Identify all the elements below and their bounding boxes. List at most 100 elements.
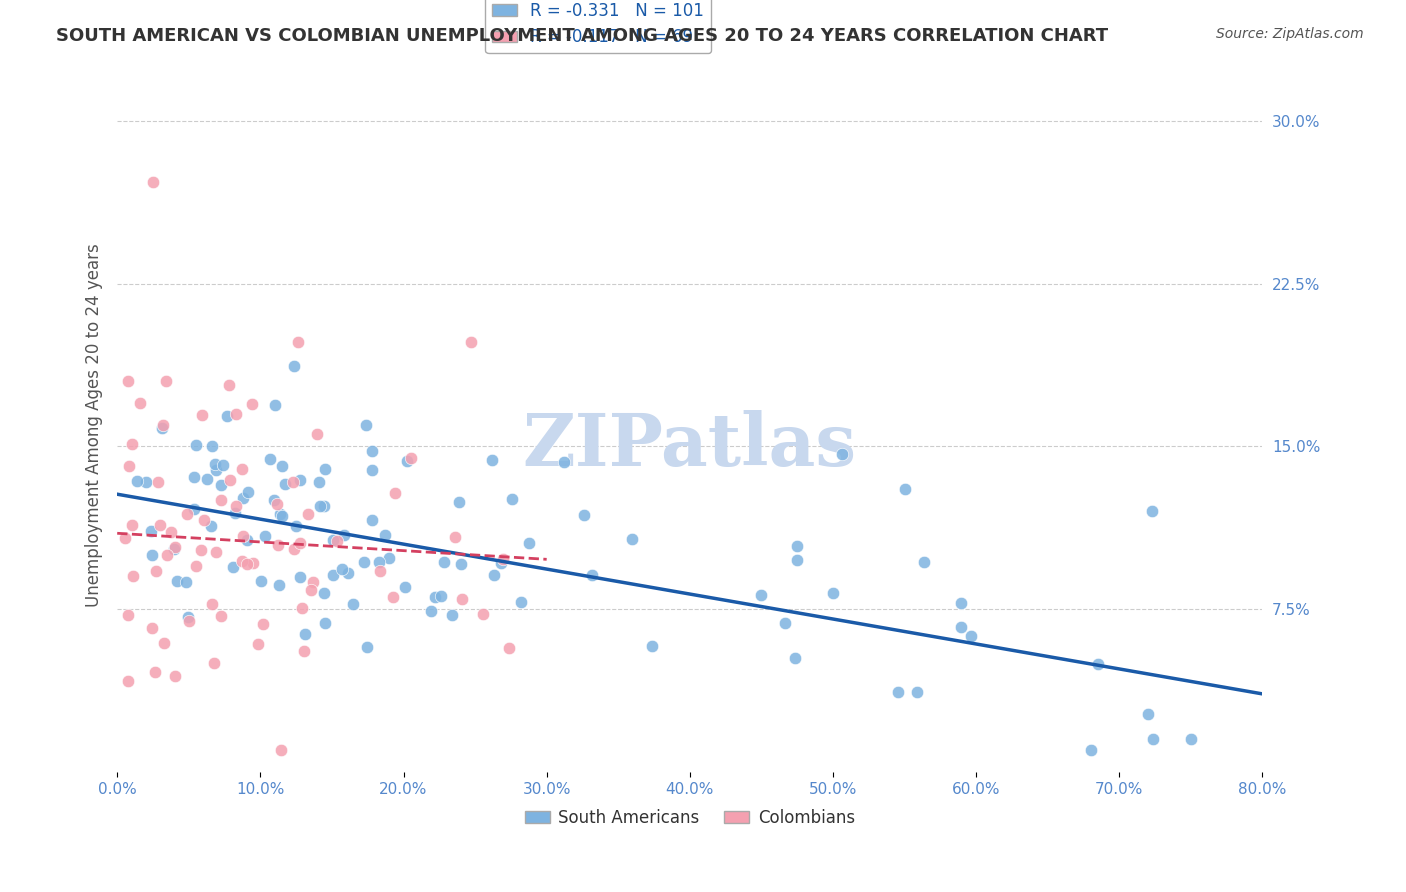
Point bbox=[146, 475, 169, 489]
Point bbox=[117, 375, 139, 389]
Point bbox=[312, 586, 335, 600]
Point bbox=[433, 555, 456, 569]
Point bbox=[271, 459, 294, 474]
Point bbox=[399, 451, 422, 466]
Point bbox=[267, 538, 290, 552]
Point bbox=[501, 491, 523, 506]
Point bbox=[159, 524, 181, 539]
Point bbox=[751, 588, 773, 602]
Point bbox=[314, 615, 336, 630]
Point bbox=[205, 545, 228, 559]
Point bbox=[773, 615, 796, 630]
Point bbox=[235, 557, 257, 571]
Point bbox=[517, 535, 540, 549]
Point bbox=[118, 459, 141, 474]
Point bbox=[640, 639, 662, 653]
Point bbox=[367, 555, 389, 569]
Point bbox=[266, 497, 288, 511]
Point bbox=[786, 540, 808, 554]
Point bbox=[209, 478, 232, 492]
Point bbox=[290, 601, 312, 615]
Point bbox=[129, 396, 152, 410]
Point bbox=[221, 560, 243, 574]
Point bbox=[121, 569, 143, 583]
Point bbox=[381, 591, 404, 605]
Point bbox=[163, 541, 186, 556]
Point bbox=[184, 558, 207, 573]
Point bbox=[460, 335, 482, 350]
Point bbox=[231, 554, 253, 568]
Point bbox=[489, 556, 512, 570]
Point bbox=[287, 335, 309, 350]
Point bbox=[231, 462, 253, 476]
Point bbox=[384, 485, 406, 500]
Point bbox=[332, 562, 354, 576]
Point bbox=[200, 519, 222, 533]
Point bbox=[236, 533, 259, 548]
Point bbox=[202, 656, 225, 670]
Point bbox=[190, 408, 212, 422]
Point bbox=[374, 528, 396, 542]
Point bbox=[270, 508, 292, 523]
Point bbox=[209, 608, 232, 623]
Point bbox=[893, 482, 915, 496]
Point bbox=[831, 447, 853, 461]
Point bbox=[420, 604, 443, 618]
Point bbox=[368, 565, 391, 579]
Point bbox=[447, 495, 470, 509]
Point bbox=[232, 491, 254, 505]
Point bbox=[193, 513, 215, 527]
Y-axis label: Unemployment Among Ages 20 to 24 years: Unemployment Among Ages 20 to 24 years bbox=[86, 243, 103, 607]
Text: SOUTH AMERICAN VS COLOMBIAN UNEMPLOYMENT AMONG AGES 20 TO 24 YEARS CORRELATION C: SOUTH AMERICAN VS COLOMBIAN UNEMPLOYMENT… bbox=[56, 27, 1108, 45]
Point bbox=[176, 508, 198, 522]
Point bbox=[905, 685, 928, 699]
Point bbox=[152, 418, 174, 433]
Point bbox=[332, 528, 354, 542]
Point bbox=[484, 568, 506, 582]
Point bbox=[498, 641, 520, 656]
Point bbox=[785, 651, 807, 665]
Point bbox=[225, 408, 247, 422]
Point bbox=[142, 175, 165, 189]
Point bbox=[183, 502, 205, 516]
Point bbox=[252, 616, 274, 631]
Point bbox=[283, 359, 305, 373]
Text: ZIPatlas: ZIPatlas bbox=[523, 410, 856, 481]
Point bbox=[166, 574, 188, 588]
Point bbox=[177, 614, 200, 628]
Point bbox=[145, 564, 167, 578]
Point bbox=[342, 597, 364, 611]
Point bbox=[283, 541, 305, 556]
Point bbox=[283, 475, 305, 489]
Point bbox=[360, 513, 382, 527]
Point bbox=[135, 475, 157, 489]
Point bbox=[121, 437, 143, 451]
Point bbox=[240, 397, 263, 411]
Point bbox=[163, 669, 186, 683]
Point bbox=[195, 471, 218, 485]
Point bbox=[1087, 657, 1109, 672]
Point bbox=[225, 500, 247, 514]
Point bbox=[236, 485, 259, 500]
Point bbox=[353, 555, 375, 569]
Point bbox=[269, 507, 291, 521]
Point bbox=[242, 556, 264, 570]
Point bbox=[337, 566, 360, 580]
Point bbox=[1080, 743, 1102, 757]
Point bbox=[143, 665, 166, 679]
Point bbox=[786, 553, 808, 567]
Point bbox=[186, 438, 208, 452]
Point bbox=[141, 548, 163, 562]
Point bbox=[297, 507, 319, 521]
Point bbox=[1136, 706, 1159, 721]
Point bbox=[960, 629, 983, 643]
Point bbox=[322, 533, 344, 547]
Point bbox=[149, 518, 172, 533]
Point bbox=[247, 638, 270, 652]
Point bbox=[314, 461, 336, 475]
Point bbox=[284, 519, 307, 533]
Point bbox=[127, 474, 149, 488]
Point bbox=[204, 457, 226, 471]
Point bbox=[1180, 732, 1202, 747]
Point bbox=[299, 582, 322, 597]
